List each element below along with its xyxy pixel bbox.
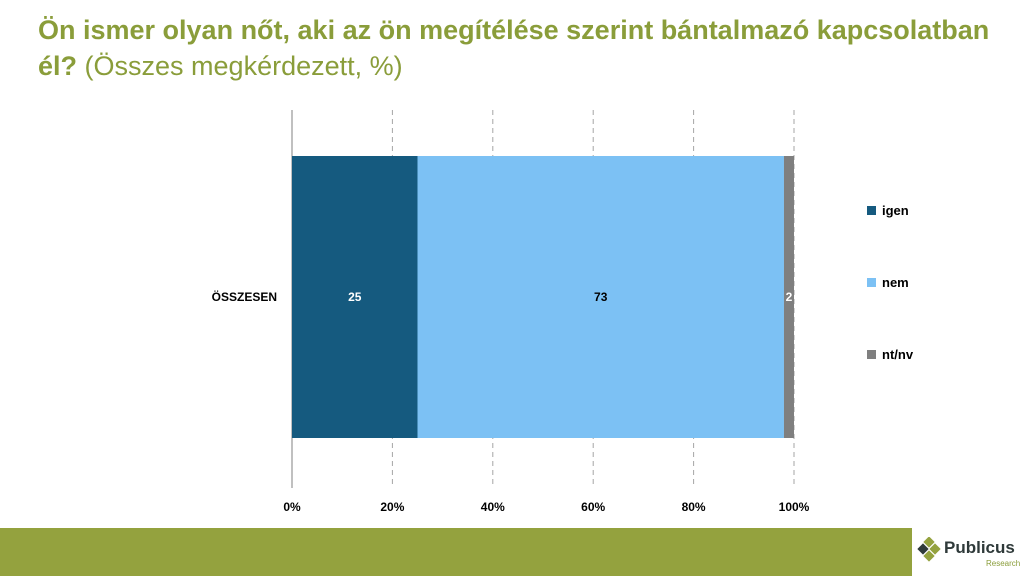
diamond-cluster-icon <box>917 537 941 562</box>
legend-swatch <box>867 349 876 359</box>
title-subtitle: (Összes megkérdezett, %) <box>84 51 403 81</box>
legend-swatch <box>867 205 876 215</box>
logo-sub: Research <box>986 559 1021 568</box>
publicus-logo: Publicus Research <box>912 528 1024 576</box>
y-category-label: ÖSSZESEN <box>212 289 277 304</box>
x-tick-label: 40% <box>481 500 505 514</box>
legend-label: igen <box>882 202 909 218</box>
x-tick-label: 60% <box>581 500 605 514</box>
data-label: 73 <box>594 290 608 304</box>
footer-band <box>0 528 1024 576</box>
legend-item: igen <box>867 200 909 220</box>
legend-label: nem <box>882 274 909 290</box>
bar-segment-nem <box>417 156 784 438</box>
bar-segment-nt-nv <box>783 156 794 438</box>
data-label: 25 <box>348 290 362 304</box>
x-tick-label: 100% <box>779 500 810 514</box>
title-question: Ön ismer olyan nőt, aki az ön megítélése… <box>38 15 990 81</box>
x-tick-label: 20% <box>380 500 404 514</box>
x-tick-label: 0% <box>283 500 301 514</box>
bar-segment-igen <box>292 156 418 438</box>
data-label: 2 <box>786 290 793 304</box>
legend-item: nem <box>867 272 909 292</box>
stacked-bar-chart: 0% 20% 40% 60% 80% 100% ÖSSZESEN 25 73 2 <box>212 110 810 514</box>
x-tick-label: 80% <box>682 500 706 514</box>
logo-name: Publicus <box>944 538 1015 557</box>
legend-label: nt/nv <box>882 346 914 362</box>
page-title: Ön ismer olyan nőt, aki az ön megítélése… <box>38 12 998 84</box>
legend-item: nt/nv <box>867 344 913 364</box>
legend-swatch <box>867 277 876 287</box>
